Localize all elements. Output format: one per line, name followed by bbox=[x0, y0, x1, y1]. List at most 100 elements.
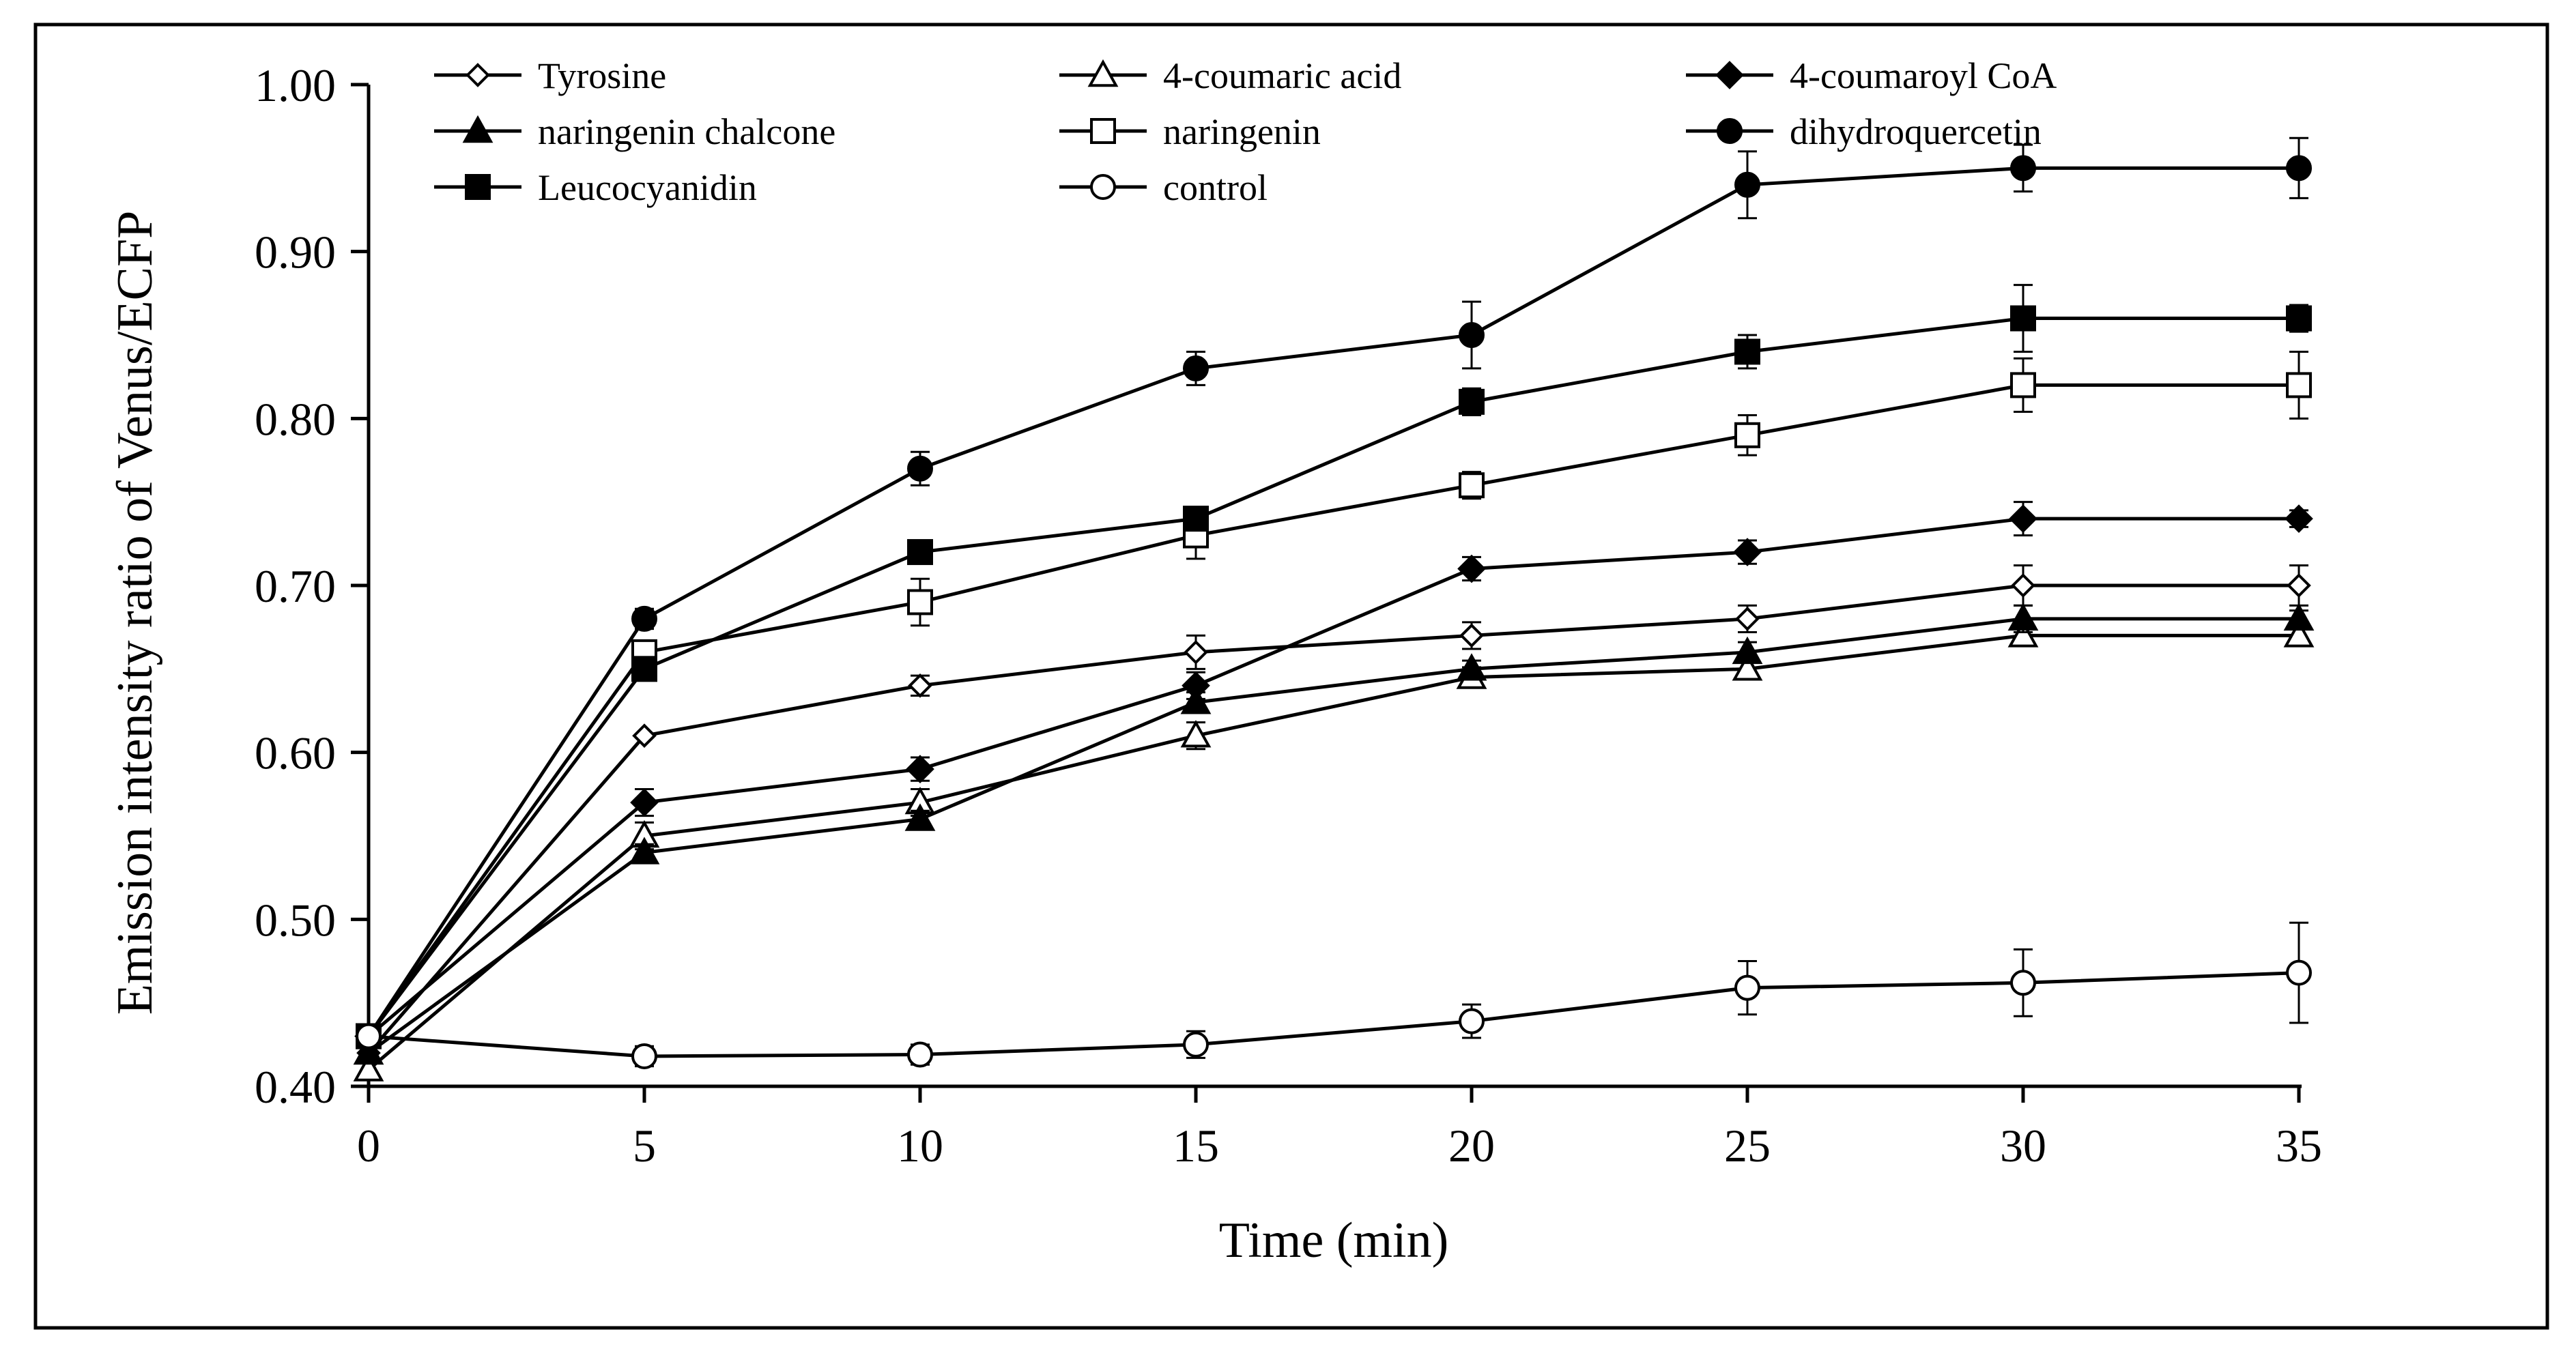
data-point bbox=[1183, 506, 1209, 532]
legend-label: dihydroquercetin bbox=[1790, 111, 2042, 152]
x-tick-label: 5 bbox=[633, 1120, 656, 1172]
data-point bbox=[1456, 653, 1487, 681]
data-point bbox=[2283, 603, 2315, 631]
data-point bbox=[1735, 607, 1760, 631]
data-point bbox=[1183, 355, 1209, 381]
data-point bbox=[907, 1041, 933, 1068]
legend-entry: 4-coumaroyl CoA bbox=[1686, 55, 2057, 96]
x-tick-label: 25 bbox=[1724, 1120, 1771, 1172]
legend-label: Tyrosine bbox=[538, 55, 666, 96]
legend-marker bbox=[462, 115, 493, 143]
data-point bbox=[356, 1023, 382, 1049]
series-naringenin-chalcone bbox=[353, 603, 2315, 1065]
data-point bbox=[2286, 372, 2312, 398]
data-point bbox=[1457, 554, 1486, 583]
y-tick-label: 1.00 bbox=[255, 59, 336, 111]
data-point bbox=[906, 755, 934, 783]
legend-marker bbox=[465, 174, 491, 200]
x-axis-title: Time (min) bbox=[1219, 1213, 1448, 1268]
data-point bbox=[1459, 322, 1485, 348]
data-point bbox=[2286, 305, 2312, 332]
data-point bbox=[908, 673, 932, 698]
data-point bbox=[1734, 974, 1760, 1001]
legend-entry: Tyrosine bbox=[434, 55, 666, 96]
y-axis-title: Emission intensity ratio of Venus/ECFP bbox=[107, 211, 163, 1015]
data-point bbox=[1733, 538, 1762, 566]
series-leucocyanidin bbox=[356, 284, 2312, 1049]
y-tick-label: 0.50 bbox=[255, 894, 336, 946]
data-point bbox=[1180, 720, 1212, 748]
data-point bbox=[2286, 959, 2312, 986]
legend-label: 4-coumaroyl CoA bbox=[1790, 55, 2057, 96]
data-point bbox=[2010, 372, 2036, 398]
x-tick-label: 0 bbox=[357, 1120, 380, 1172]
data-point bbox=[1459, 388, 1485, 415]
data-point bbox=[1732, 636, 1763, 665]
data-point bbox=[904, 803, 936, 831]
series-layer bbox=[353, 136, 2315, 1082]
x-tick-label: 30 bbox=[2000, 1120, 2046, 1172]
data-point bbox=[1734, 171, 1760, 198]
legend-entry: naringenin chalcone bbox=[434, 111, 835, 152]
series-line bbox=[367, 633, 2299, 1071]
legend-marker bbox=[1717, 118, 1743, 144]
legend: Tyrosine 4-coumaric acid 4-coumaroyl CoA na… bbox=[434, 55, 2057, 208]
legend-label: Leucocyanidin bbox=[538, 167, 757, 208]
data-point bbox=[631, 605, 657, 632]
x-tick-label: 10 bbox=[897, 1120, 943, 1172]
data-point bbox=[1734, 422, 1760, 448]
data-point bbox=[631, 1043, 657, 1069]
data-point bbox=[1459, 1008, 1485, 1034]
data-point bbox=[632, 723, 657, 749]
series-line bbox=[367, 517, 2299, 1038]
legend-label: naringenin bbox=[1163, 111, 1321, 152]
legend-label: 4-coumaric acid bbox=[1163, 55, 1401, 96]
data-point bbox=[2285, 504, 2313, 533]
data-point bbox=[907, 589, 933, 615]
legend-entry: 4-coumaric acid bbox=[1059, 55, 1401, 96]
series-line bbox=[367, 317, 2299, 1038]
data-point bbox=[2007, 620, 2039, 648]
y-tick-label: 0.90 bbox=[255, 227, 336, 278]
legend-entry: control bbox=[1059, 167, 1268, 208]
legend-entry: naringenin bbox=[1059, 111, 1321, 152]
y-tick-label: 0.70 bbox=[255, 560, 336, 612]
data-point bbox=[629, 837, 660, 865]
series-line bbox=[367, 383, 2299, 1038]
legend-entry: Leucocyanidin bbox=[434, 167, 757, 208]
data-point bbox=[1732, 653, 1763, 681]
data-point bbox=[630, 788, 659, 817]
legend-marker bbox=[1087, 59, 1119, 87]
data-point bbox=[1184, 640, 1208, 665]
legend-marker bbox=[1090, 174, 1116, 200]
data-point bbox=[2010, 155, 2036, 182]
data-point bbox=[1180, 686, 1212, 714]
data-point bbox=[907, 539, 933, 566]
axes: 0 5 10 15 20 25 30 35 0.40 0.50 0.60 0.70 0.80 0.90 1.… bbox=[255, 59, 2322, 1172]
legend-label: naringenin chalcone bbox=[538, 111, 835, 152]
data-point bbox=[353, 1036, 384, 1065]
y-tick-label: 0.60 bbox=[255, 727, 336, 779]
data-point bbox=[2011, 573, 2035, 598]
y-tick-label: 0.40 bbox=[255, 1061, 336, 1113]
data-point bbox=[2286, 155, 2312, 182]
data-point bbox=[1459, 472, 1485, 499]
data-point bbox=[2007, 603, 2039, 631]
data-point bbox=[353, 1054, 384, 1082]
legend-entry: dihydroquercetin bbox=[1686, 111, 2042, 152]
x-tick-label: 20 bbox=[1448, 1120, 1495, 1172]
x-tick-label: 35 bbox=[2276, 1120, 2322, 1172]
series-control bbox=[356, 921, 2312, 1069]
series-line bbox=[367, 583, 2299, 1054]
data-point bbox=[1459, 623, 1484, 648]
legend-marker bbox=[1090, 118, 1116, 144]
chart-border bbox=[33, 23, 2549, 1330]
legend-marker bbox=[1715, 61, 1744, 89]
legend-marker bbox=[466, 63, 490, 87]
data-point bbox=[907, 455, 933, 482]
series-dihydroquercetin bbox=[356, 136, 2312, 1049]
data-point bbox=[2010, 970, 2036, 996]
data-point bbox=[631, 656, 657, 682]
data-point bbox=[1734, 338, 1760, 365]
